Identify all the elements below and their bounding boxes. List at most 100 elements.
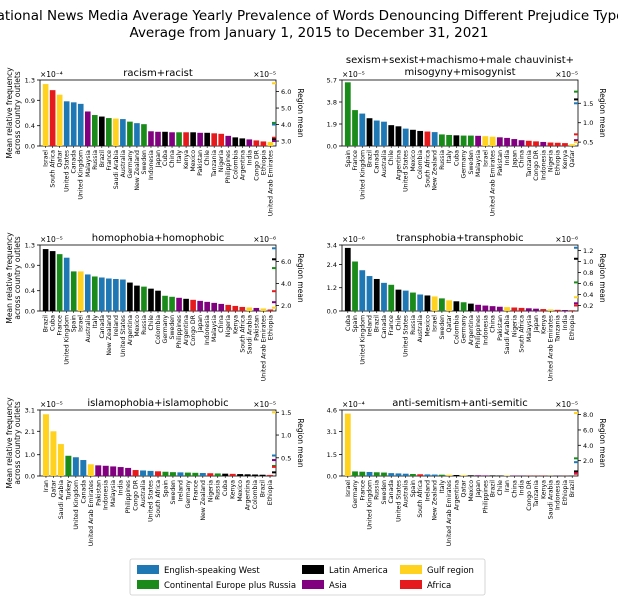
right-exponent-label: ×10⁻⁵ — [555, 400, 578, 409]
bar — [162, 472, 168, 476]
right-y-tick-label: 1.0 — [281, 432, 291, 440]
bar — [218, 134, 224, 146]
bar — [43, 414, 49, 476]
y-exponent-label: ×10⁻⁴ — [40, 70, 63, 79]
bar — [453, 475, 459, 476]
bar — [446, 300, 452, 311]
bar — [432, 132, 438, 146]
bar — [134, 123, 140, 146]
x-tick-label: Congo DR — [533, 149, 540, 180]
bar — [417, 474, 423, 476]
y-tick-label: 1.3 — [25, 242, 35, 250]
y-exponent-label: ×10⁻⁵ — [40, 235, 63, 244]
x-tick-label: Nigeria — [218, 150, 225, 172]
x-tick-label: France — [57, 315, 64, 336]
x-tick-label: South Africa — [50, 150, 57, 188]
x-tick-label: Australia — [403, 480, 410, 508]
panel-title-line1: sexism+sexist+machismo+male chauvinist+ — [346, 55, 574, 66]
bar — [239, 138, 245, 146]
bar — [176, 132, 182, 146]
x-tick-label: Germany — [461, 150, 468, 179]
bar — [403, 129, 409, 146]
x-tick-label: Colombia — [453, 315, 460, 344]
bar — [50, 251, 56, 311]
x-tick-label: Germany — [127, 150, 134, 179]
bar — [85, 274, 91, 311]
x-tick-label: Spain — [162, 480, 169, 497]
x-tick-label: United States — [120, 315, 127, 357]
x-tick-label: Italy — [446, 150, 453, 164]
bar — [261, 308, 267, 311]
bar — [127, 283, 133, 311]
x-tick-label: Mexico — [424, 315, 431, 337]
x-tick-label: New Zealand — [432, 480, 439, 521]
x-tick-label: Cuba — [162, 150, 169, 166]
bar — [183, 132, 189, 146]
x-tick-label: South Africa — [155, 480, 162, 518]
bar — [439, 475, 445, 476]
x-tick-label: Nigeria — [207, 480, 214, 502]
bar — [482, 136, 488, 146]
bar — [367, 118, 373, 146]
x-tick-label: Saudi Arabia — [113, 150, 120, 189]
y-tick-label: 0.4 — [25, 122, 35, 130]
bar — [519, 140, 525, 146]
legend-label: English-speaking West — [164, 566, 260, 576]
x-tick-label: Australia — [85, 315, 92, 343]
bar — [453, 301, 459, 311]
bar — [352, 262, 358, 312]
x-tick-label: Argentina — [245, 480, 252, 510]
x-tick-label: United Arab Emirates — [267, 150, 274, 216]
x-tick-label: Canada — [381, 315, 388, 339]
bar — [475, 305, 481, 311]
x-tick-label: Sweden — [468, 150, 475, 175]
bar — [461, 136, 467, 146]
x-tick-label: Congo DR — [190, 314, 197, 345]
bar — [239, 307, 245, 311]
x-tick-label: New Zealand — [200, 480, 207, 521]
legend-label: Asia — [329, 581, 347, 591]
x-tick-label: Brazil — [569, 480, 576, 498]
bar — [247, 307, 253, 311]
bar — [533, 141, 539, 146]
x-tick-label: Kenya — [540, 315, 547, 334]
right-y-tick-label: 2.0 — [583, 457, 593, 465]
bar — [425, 474, 431, 476]
bar — [396, 290, 402, 311]
y-tick-label: 3.1 — [25, 407, 35, 415]
bar — [211, 303, 217, 311]
x-tick-label: Saudi Arabia — [246, 315, 253, 354]
x-tick-label: Sweden — [141, 150, 148, 175]
x-tick-label: Israel — [345, 480, 352, 497]
bar — [110, 466, 116, 476]
y-tick-label: 5.7 — [327, 77, 337, 85]
x-tick-label: Italy — [439, 480, 446, 494]
y-tick-label: 0.0 — [25, 473, 35, 481]
x-tick-label: Mexico — [190, 150, 197, 172]
x-tick-label: South Africa — [519, 315, 526, 353]
x-tick-label: China — [169, 150, 176, 168]
bar — [106, 118, 112, 146]
x-tick-label: Colombia — [155, 315, 162, 344]
bar — [352, 110, 358, 146]
x-tick-label: France — [359, 480, 366, 501]
x-tick-label: India — [562, 315, 569, 330]
panel-title: islamophobia+islamophobic — [87, 398, 228, 409]
x-tick-label: Israel — [432, 315, 439, 332]
bar — [225, 305, 231, 311]
x-tick-label: Malaysia — [475, 150, 482, 177]
x-tick-label: Qatar — [446, 315, 453, 333]
x-tick-label: Colombia — [252, 480, 259, 509]
bar — [183, 299, 189, 311]
right-ylabel: Region mean — [296, 418, 305, 468]
panel-title-line2: misogyny+misogynist — [404, 67, 515, 78]
x-tick-label: Spain — [345, 150, 352, 167]
bar — [190, 300, 196, 311]
bar — [148, 131, 154, 146]
x-tick-label: United Kingdom — [64, 315, 71, 365]
x-tick-label: Malaysia — [110, 480, 117, 507]
y-tick-label: 3.4 — [327, 242, 337, 250]
bar — [50, 431, 56, 476]
x-tick-label: Colombia — [417, 150, 424, 179]
